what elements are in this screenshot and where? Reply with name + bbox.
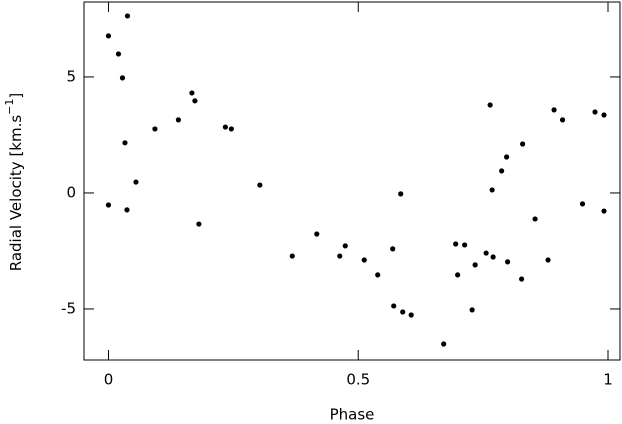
point [487,102,493,108]
plot-frame [83,1,621,361]
y-label-sup: −1 [3,99,16,115]
point [601,112,607,118]
point [119,75,126,81]
point [189,90,195,96]
point [469,307,475,313]
point [124,13,131,19]
point [105,202,112,208]
point [505,259,511,265]
point [257,182,263,188]
point [455,272,461,278]
point [545,257,551,263]
point [222,124,228,130]
point [375,272,381,278]
point [105,33,112,39]
point [196,221,202,227]
point [314,231,320,237]
point [398,191,404,197]
point [115,51,122,57]
point [175,117,182,123]
point [337,253,343,259]
point [122,140,128,146]
y-label-main: Radial Velocity [km.s [7,115,25,272]
point [462,242,468,248]
point [133,179,139,185]
point [499,168,505,174]
y-label-end: ] [7,93,25,99]
point [390,246,396,252]
point [400,309,406,315]
point [519,141,526,147]
point [124,207,130,213]
point [453,241,459,247]
y-tick-label: -5 [61,299,76,317]
point [472,262,478,268]
point [228,126,234,132]
point [490,254,496,260]
point [391,303,397,309]
point [579,201,586,207]
point [601,208,607,214]
point [504,154,510,160]
point [342,243,348,249]
x-tick-label: 1 [603,371,613,389]
point [289,253,295,259]
point [592,109,598,115]
point [192,98,198,104]
point [559,117,566,123]
x-tick-label: 0.5 [346,371,370,389]
point [441,341,447,347]
point [361,257,367,263]
point [152,126,158,132]
y-tick-label: 0 [66,183,76,201]
y-axis-label: Radial Velocity [km.s−1] [3,93,25,272]
point [483,250,489,256]
point [518,276,525,282]
x-tick-label: 0 [104,371,114,389]
point [551,107,557,113]
point [532,216,538,222]
x-axis-label: Phase [330,406,375,424]
point [489,187,495,193]
point [408,312,414,318]
y-tick-label: 5 [66,67,76,85]
